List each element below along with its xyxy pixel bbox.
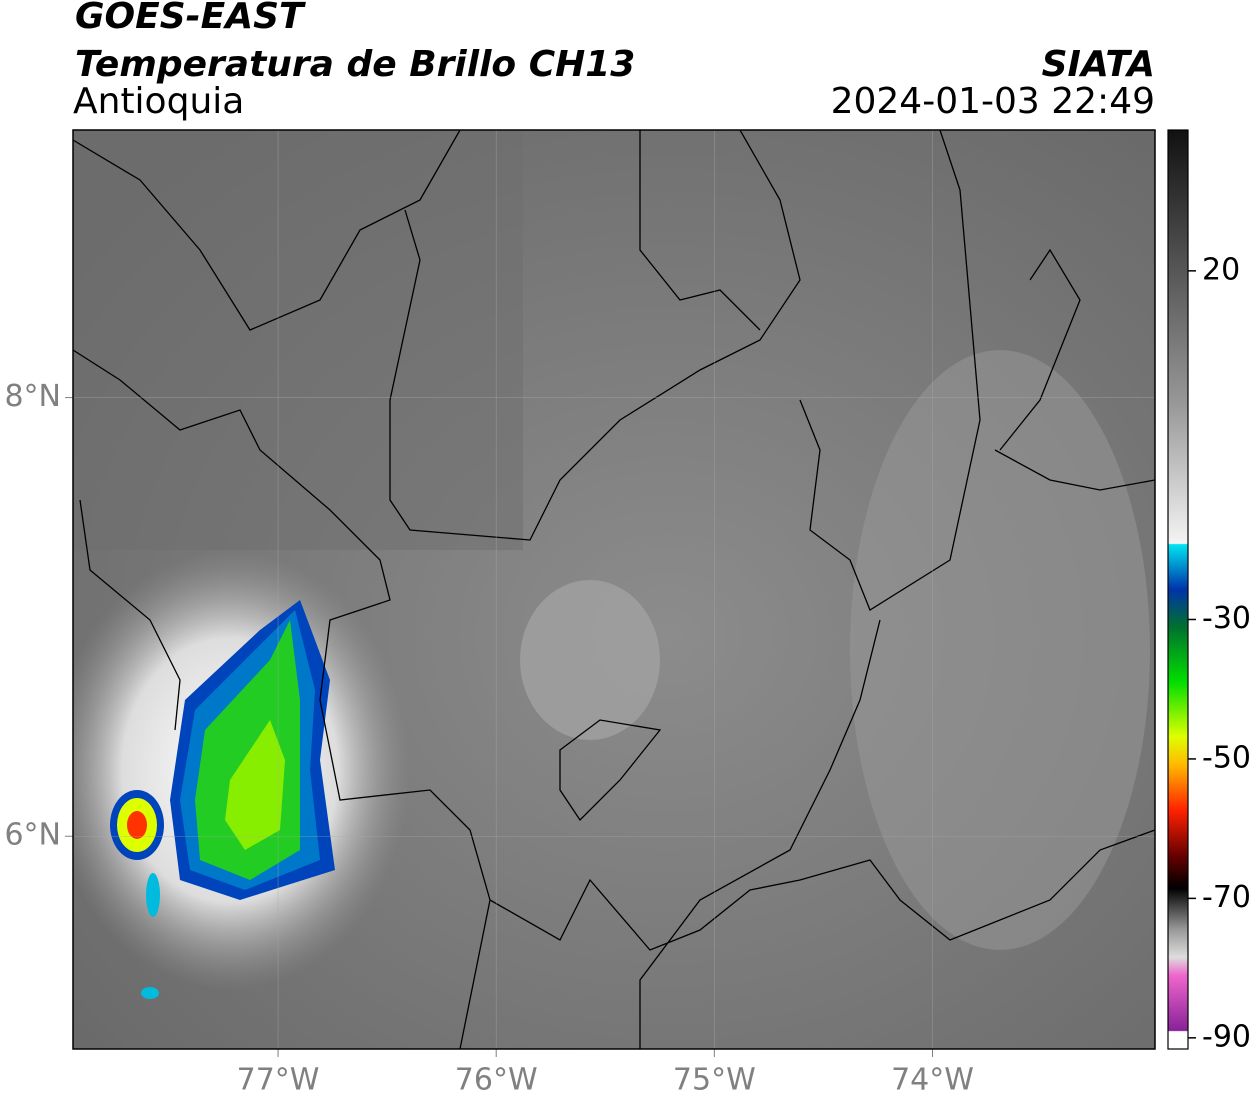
y-tick-label: 8°N (4, 379, 61, 414)
x-tick-label: 74°W (891, 1063, 974, 1098)
cloud-field (520, 580, 660, 740)
colorbar-tick-label: 20 (1202, 252, 1240, 287)
axis-ticks: 77°W 76°W 75°W 74°W 8°N 6°N 20 -30 -50 -70 -90 (4, 252, 1251, 1097)
colorbar-tick-label: -50 (1202, 740, 1251, 775)
map-frame (72, 129, 1156, 1050)
subtitle: Temperatura de Brillo CH13 (75, 44, 635, 85)
region: Antioquia (73, 81, 244, 122)
x-tick-label: 75°W (673, 1063, 756, 1098)
storm (110, 600, 335, 999)
boundaries (73, 130, 1155, 1049)
x-tick-label: 76°W (455, 1063, 538, 1098)
datetime: 2024-01-03 22:49 (831, 81, 1155, 122)
map-area (73, 130, 1155, 1049)
colorbar-tick-label: -90 (1202, 1019, 1251, 1054)
agency: SIATA (1042, 44, 1155, 85)
y-tick-label: 6°N (4, 818, 61, 853)
cloud-field (73, 130, 523, 550)
colorbar (1167, 129, 1189, 1050)
x-tick-label: 77°W (237, 1063, 320, 1098)
colorbar-tick-label: -70 (1202, 880, 1251, 915)
title: GOES-EAST (75, 0, 306, 37)
cloud-field (850, 350, 1150, 950)
colorbar-tick-label: -30 (1202, 601, 1251, 636)
